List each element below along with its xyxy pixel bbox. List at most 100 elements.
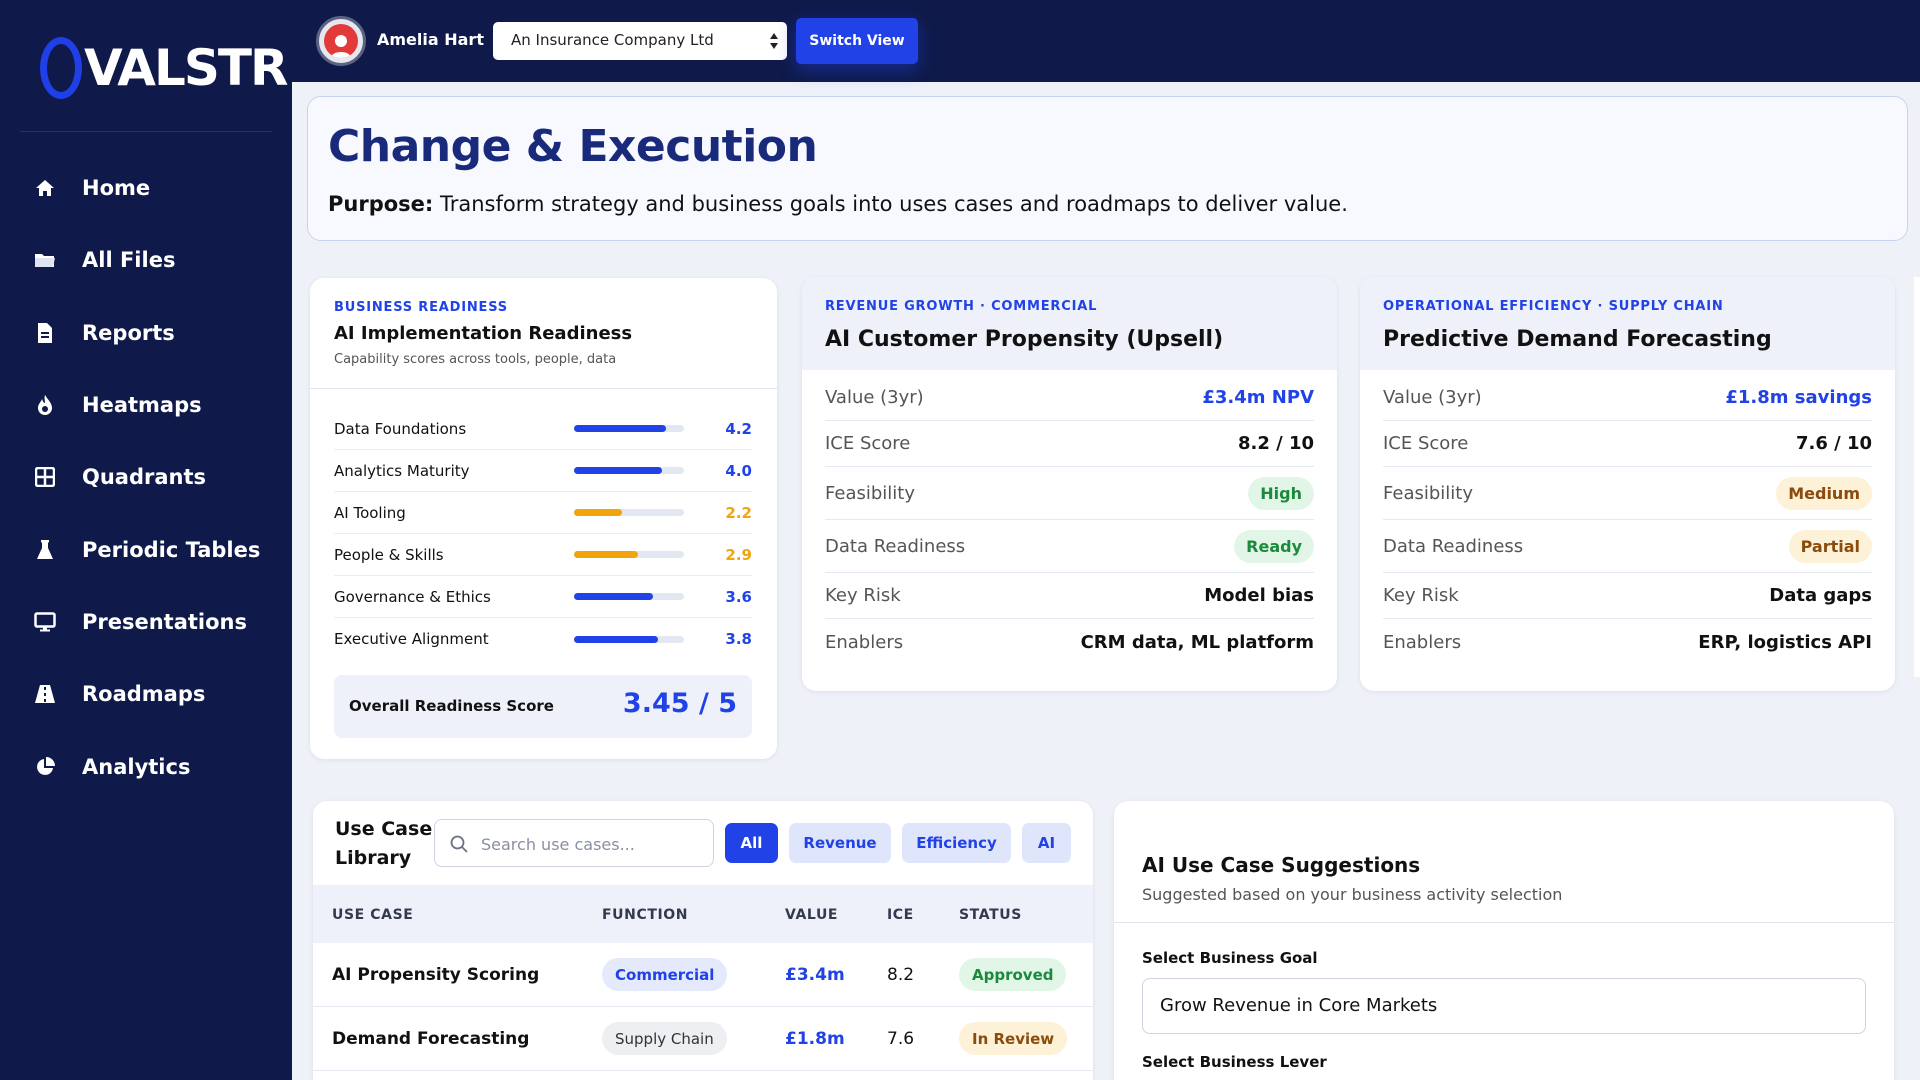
column-header-use-case[interactable]: USE CASE (332, 907, 414, 923)
row-value: CRM data, ML platform (1080, 631, 1314, 653)
column-header-ice[interactable]: ICE (887, 907, 914, 923)
sidebar-item-label: Presentations (82, 609, 248, 634)
readiness-eyebrow: BUSINESS READINESS (334, 300, 508, 315)
filter-chip-efficiency[interactable]: Efficiency (902, 823, 1011, 863)
readiness-row-label: People & Skills (334, 545, 444, 564)
row-value: £3.4m NPV (1202, 387, 1314, 408)
page-purpose: Purpose: Transform strategy and business… (328, 192, 1348, 216)
select-arrows-icon (770, 33, 778, 49)
use-case-title: Predictive Demand Forecasting (1383, 327, 1772, 352)
row-label: Data Readiness (825, 535, 966, 557)
readiness-bar-fill (574, 551, 638, 558)
valstr-logo[interactable]: VALSTR (40, 36, 288, 100)
business-lever-label: Select Business Lever (1142, 1053, 1327, 1071)
column-header-function[interactable]: FUNCTION (602, 907, 689, 923)
row-value: Data gaps (1769, 585, 1872, 606)
use-case-row-value: Value (3yr) £3.4m NPV (825, 375, 1314, 421)
readiness-bar-track (574, 635, 684, 643)
readiness-row-value: 2.9 (725, 545, 752, 564)
readiness-row: Governance & Ethics 3.6 (334, 576, 752, 618)
sidebar-item-roadmaps[interactable]: Roadmaps (0, 658, 292, 730)
sidebar-item-quadrants[interactable]: Quadrants (0, 441, 292, 513)
readiness-row-value: 4.0 (725, 461, 752, 480)
table-row[interactable]: Demand Forecasting Supply Chain £1.8m 7.… (313, 1007, 1093, 1071)
readiness-row-value: 4.2 (725, 419, 752, 438)
library-title-line: Use Case (335, 818, 433, 840)
sidebar-item-label: Roadmaps (82, 682, 206, 707)
column-header-status[interactable]: STATUS (959, 907, 1022, 923)
logo-ring-icon (40, 37, 82, 99)
road-icon (34, 683, 56, 705)
sidebar-item-home[interactable]: Home (0, 152, 292, 224)
data-readiness-badge: Partial (1788, 529, 1872, 563)
column-header-value[interactable]: VALUE (785, 907, 839, 923)
company-select[interactable]: An Insurance Company Ltd (493, 22, 787, 60)
offscreen-card-edge (1914, 277, 1920, 677)
readiness-bar-fill (574, 509, 623, 516)
use-case-row-data-readiness: Data Readiness Ready (825, 520, 1314, 573)
use-case-card[interactable]: REVENUE GROWTH · COMMERCIAL AI Customer … (802, 277, 1337, 691)
flask-icon (34, 539, 56, 561)
use-case-row-feasibility: Feasibility High (825, 467, 1314, 520)
suggestions-subtitle: Suggested based on your business activit… (1142, 885, 1563, 904)
sidebar-item-all-files[interactable]: All Files (0, 224, 292, 296)
row-label: Enablers (1383, 631, 1462, 653)
readiness-row: Data Foundations 4.2 (334, 408, 752, 450)
sidebar-item-label: Home (82, 176, 151, 201)
search-input[interactable]: Search use cases... (434, 819, 714, 867)
cell-value: £3.4m (785, 965, 845, 985)
suggestions-divider (1114, 922, 1894, 923)
readiness-card: BUSINESS READINESS AI Implementation Rea… (310, 278, 777, 759)
row-label: ICE Score (1383, 433, 1469, 454)
readiness-row-label: AI Tooling (334, 503, 406, 522)
readiness-bar-fill (574, 635, 658, 643)
sidebar-item-label: Periodic Tables (82, 537, 261, 562)
switch-view-button[interactable]: Switch View (796, 18, 918, 64)
cell-ice: 8.2 (887, 965, 915, 985)
logo-text: VALSTR (84, 39, 288, 97)
readiness-row-value: 2.2 (725, 503, 752, 522)
row-label: Key Risk (1383, 585, 1459, 606)
user-name: Amelia Hart (377, 30, 484, 49)
row-label: Enablers (825, 631, 904, 653)
overall-score-box: Overall Readiness Score 3.45 / 5 (334, 675, 752, 738)
sidebar-item-presentations[interactable]: Presentations (0, 586, 292, 658)
sidebar-divider (20, 131, 272, 132)
business-goal-select[interactable]: Grow Revenue in Core Markets (1142, 978, 1866, 1034)
row-label: Data Readiness (1383, 535, 1524, 557)
readiness-subtitle: Capability scores across tools, people, … (334, 352, 617, 367)
row-label: Key Risk (825, 585, 901, 606)
readiness-row: Executive Alignment 3.8 (334, 618, 752, 660)
use-case-row-value: Value (3yr) £1.8m savings (1383, 375, 1872, 421)
filter-chip-all[interactable]: All (725, 823, 778, 863)
sidebar: VALSTR Home All Files Reports Heatmaps (0, 0, 292, 1080)
cell-ice: 7.6 (887, 1029, 915, 1049)
readiness-row-label: Executive Alignment (334, 630, 489, 648)
search-icon (450, 835, 468, 853)
avatar[interactable] (316, 16, 366, 66)
table-row[interactable]: AI Propensity Scoring Commercial £3.4m 8… (313, 943, 1093, 1007)
filter-chip-ai[interactable]: AI (1022, 823, 1071, 863)
sidebar-item-analytics[interactable]: Analytics (0, 730, 292, 802)
sidebar-item-label: Heatmaps (82, 393, 202, 418)
row-value: 7.6 / 10 (1795, 433, 1872, 454)
use-case-row-ice: ICE Score 7.6 / 10 (1383, 421, 1872, 467)
sidebar-item-periodic-tables[interactable]: Periodic Tables (0, 513, 292, 585)
home-icon (34, 177, 56, 199)
use-case-card[interactable]: OPERATIONAL EFFICIENCY · SUPPLY CHAIN Pr… (1360, 277, 1895, 691)
page-title: Change & Execution (328, 121, 818, 172)
status-badge: Approved (959, 958, 1067, 991)
sidebar-nav: Home All Files Reports Heatmaps Quadrant… (0, 152, 292, 803)
row-value: 8.2 / 10 (1237, 433, 1314, 454)
cell-value: £1.8m (785, 1029, 845, 1049)
sidebar-item-reports[interactable]: Reports (0, 297, 292, 369)
filter-chip-revenue[interactable]: Revenue (789, 823, 891, 863)
use-case-row-feasibility: Feasibility Medium (1383, 467, 1872, 520)
readiness-row: People & Skills 2.9 (334, 534, 752, 576)
use-case-row-risk: Key Risk Model bias (825, 573, 1314, 619)
readiness-bar-track (574, 509, 684, 516)
sidebar-item-heatmaps[interactable]: Heatmaps (0, 369, 292, 441)
use-case-row-data-readiness: Data Readiness Partial (1383, 520, 1872, 573)
row-label: Value (3yr) (1383, 387, 1482, 408)
readiness-row-value: 3.8 (725, 630, 752, 648)
